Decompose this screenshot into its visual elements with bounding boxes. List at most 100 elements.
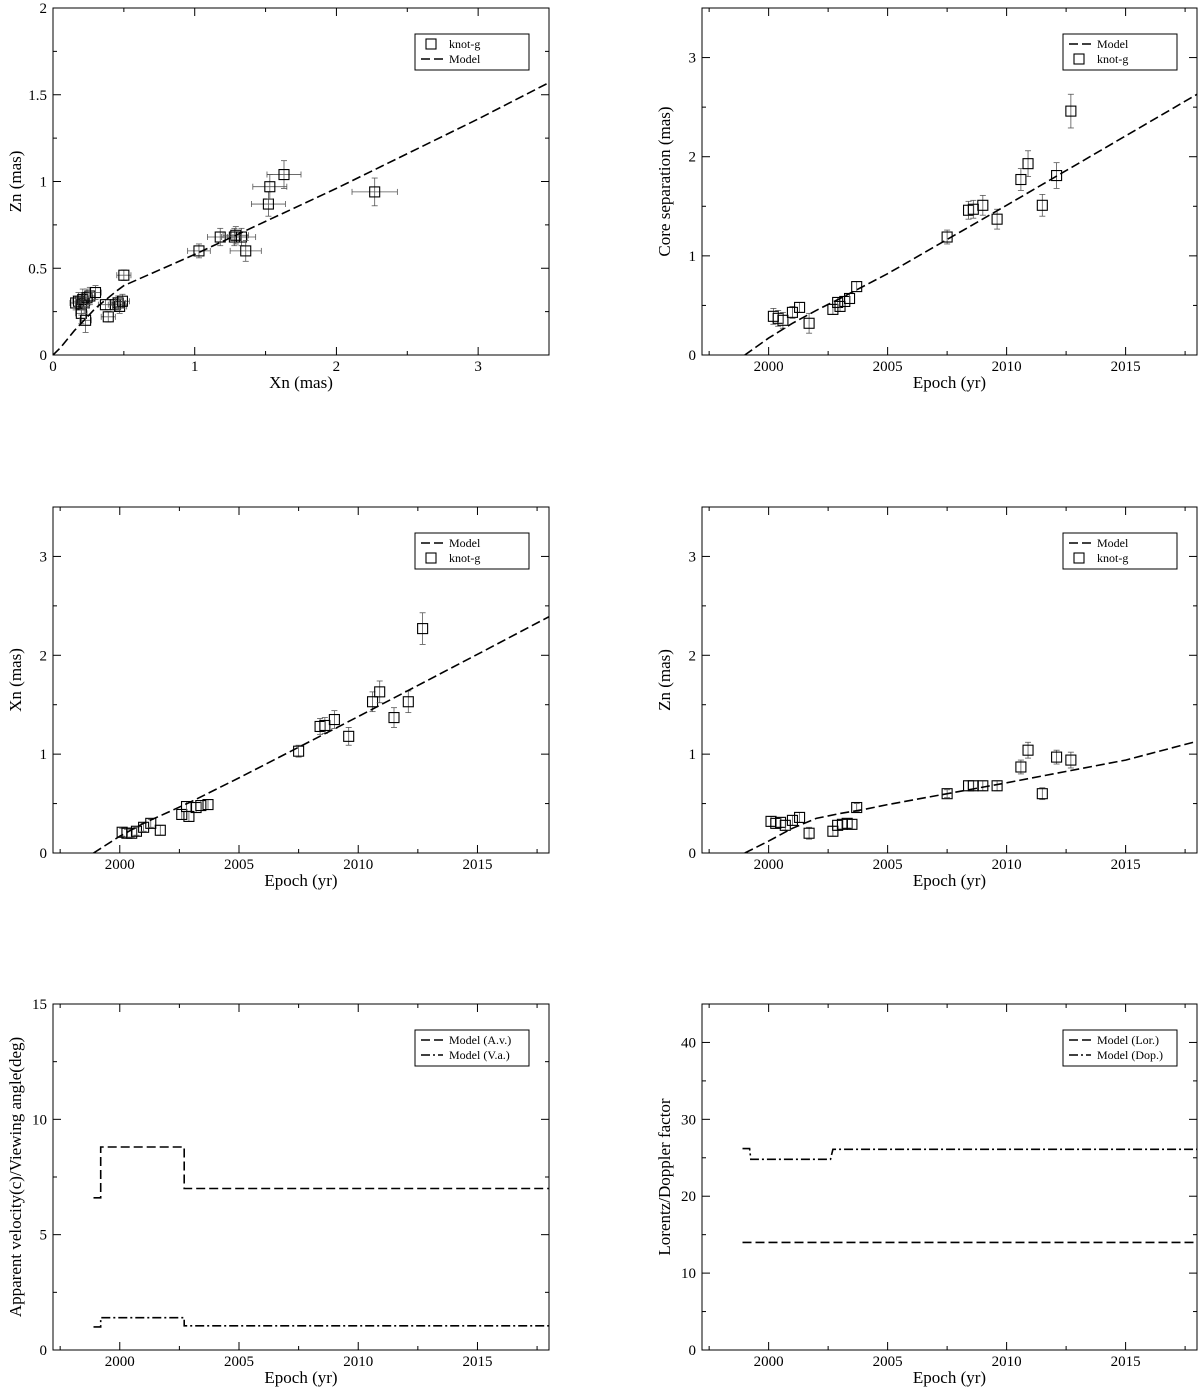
chart-panel-p4: 2000 2005 2010 2015 0 1 2 3 Epoch (yr) Zn (mas) Mo… xyxy=(655,506,1198,890)
series-line-model-v-a- xyxy=(93,1316,549,1328)
y-tick-label: 2 xyxy=(40,1,48,17)
data-point xyxy=(402,690,414,714)
y-tick-label: 40 xyxy=(681,1035,696,1051)
data-point xyxy=(977,780,989,792)
data-point xyxy=(388,707,400,728)
x-axis-title: Xn (mas) xyxy=(269,373,333,392)
plot-frame xyxy=(701,506,1198,854)
series-line-model-dop- xyxy=(742,1147,1197,1161)
data-point-marker xyxy=(794,811,806,823)
data-point xyxy=(786,814,798,826)
y-tick-label: 3 xyxy=(689,549,697,565)
data-point-marker xyxy=(803,317,815,329)
legend-label: Model xyxy=(449,52,481,66)
y-tick-label: 0 xyxy=(40,846,48,862)
data-point-marker xyxy=(293,745,305,757)
y-axis-title: Lorentz/Doppler factor xyxy=(655,1098,674,1256)
x-tick-label: 2010 xyxy=(992,1354,1022,1370)
data-point xyxy=(1015,759,1027,775)
x-axis-title: Epoch (yr) xyxy=(264,871,337,890)
y-axis-title: Xn (mas) xyxy=(6,648,25,712)
data-point xyxy=(351,177,398,207)
data-point-marker xyxy=(145,817,157,829)
data-point xyxy=(1015,168,1027,191)
y-tick-label: 1.5 xyxy=(28,88,47,104)
data-point xyxy=(250,191,286,217)
y-tick-label: 2 xyxy=(689,150,697,166)
data-point xyxy=(1065,751,1077,769)
y-tick-label: 0 xyxy=(40,348,48,364)
y-tick-label: 0 xyxy=(689,348,697,364)
legend-label: Model xyxy=(449,536,481,550)
data-point xyxy=(1022,741,1034,759)
plot-area xyxy=(53,81,549,355)
data-point-marker xyxy=(116,295,128,307)
y-tick-label: 15 xyxy=(32,997,47,1013)
series-line-model xyxy=(53,81,549,355)
data-point-marker xyxy=(803,827,815,839)
legend-box xyxy=(414,33,530,71)
data-point-marker xyxy=(777,314,789,326)
data-point-marker xyxy=(240,245,252,257)
legend-box xyxy=(414,1029,530,1067)
data-point-marker xyxy=(1022,158,1034,170)
x-tick-label: 1 xyxy=(191,359,199,375)
y-axis-title: Apparent velocity(c)/Viewing angle(deg) xyxy=(6,1037,25,1317)
legend-square-icon xyxy=(1073,53,1085,65)
data-point xyxy=(1036,787,1048,801)
series-line-model-a-v- xyxy=(93,1146,549,1199)
y-tick-label: 1 xyxy=(40,747,48,763)
y-tick-label: 2 xyxy=(689,648,697,664)
legend-label: knot-g xyxy=(449,551,480,565)
data-point xyxy=(991,780,1003,792)
x-tick-label: 2010 xyxy=(992,857,1022,873)
y-tick-label: 0 xyxy=(689,1343,697,1359)
x-tick-label: 2005 xyxy=(873,857,903,873)
chart-panel-p6: 2000 2005 2010 2015 0 10 20 30 40 Epoch (yr) Loren… xyxy=(655,1003,1198,1387)
data-point-marker xyxy=(89,286,102,299)
legend-square-icon xyxy=(425,552,437,564)
data-point xyxy=(79,307,92,333)
data-point-marker xyxy=(991,780,1003,792)
legend-label: Model (A.v.) xyxy=(449,1033,511,1047)
legend-label: Model (Lor.) xyxy=(1097,1033,1159,1047)
y-tick-label: 0.5 xyxy=(28,261,47,277)
data-point xyxy=(1051,162,1063,189)
plot-area xyxy=(744,740,1197,853)
data-point-marker xyxy=(77,293,89,306)
data-point xyxy=(183,810,195,822)
data-point-marker xyxy=(941,788,953,800)
data-point-marker xyxy=(977,199,989,211)
x-tick-label: 3 xyxy=(474,359,482,375)
data-point-marker xyxy=(230,229,242,241)
data-point xyxy=(417,612,429,645)
data-point xyxy=(803,826,815,840)
data-point xyxy=(1022,150,1034,177)
data-point-marker xyxy=(319,719,331,732)
data-point xyxy=(252,174,288,200)
data-point-marker xyxy=(112,297,124,309)
data-point xyxy=(229,240,262,262)
data-point-marker xyxy=(80,314,92,326)
y-tick-label: 30 xyxy=(681,1112,696,1128)
data-point xyxy=(100,311,116,323)
data-point xyxy=(293,744,305,758)
x-tick-label: 2010 xyxy=(992,359,1022,375)
data-point-marker xyxy=(786,814,798,826)
x-axis-title: Epoch (yr) xyxy=(913,373,986,392)
data-point-marker xyxy=(1022,744,1034,756)
data-point xyxy=(794,811,806,823)
legend-label: knot-g xyxy=(1097,551,1128,565)
y-tick-label: 1 xyxy=(40,175,48,191)
x-tick-label: 2 xyxy=(333,359,341,375)
series-line-model xyxy=(744,93,1197,355)
data-point xyxy=(777,311,789,329)
data-point xyxy=(154,824,166,836)
chart-panel-p2: 2000 2005 2010 2015 0 1 2 3 Epoch (yr) Core separ… xyxy=(655,7,1198,392)
x-tick-label: 2005 xyxy=(224,1354,254,1370)
data-point-marker xyxy=(1065,754,1077,766)
legend-label: Model xyxy=(1097,37,1129,51)
data-point-marker xyxy=(195,799,207,812)
y-tick-label: 1 xyxy=(689,249,697,265)
